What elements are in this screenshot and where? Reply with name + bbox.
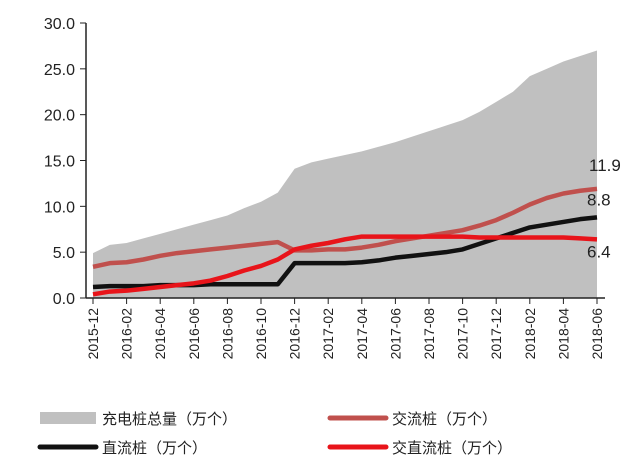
x-tick-label: 2016-10 — [253, 308, 269, 360]
y-tick-label: 25.0 — [44, 62, 75, 79]
data-label: 11.9 — [589, 156, 621, 175]
x-tick-label: 2016-12 — [287, 308, 303, 360]
y-tick-label: 15.0 — [44, 154, 75, 171]
y-tick-label: 30.0 — [44, 16, 75, 33]
x-tick-label: 2016-08 — [219, 308, 235, 360]
x-tick-label: 2017-04 — [354, 308, 370, 360]
x-tick-label: 2015-12 — [85, 308, 101, 360]
line-series-1 — [92, 186, 598, 270]
line-series-3 — [92, 234, 598, 297]
legend-swatch — [40, 412, 96, 424]
legend-label: 直流桩（万个） — [102, 439, 207, 457]
y-tick-label: 10.0 — [44, 199, 75, 216]
x-tick-label: 2017-02 — [320, 308, 336, 360]
area-series-total — [93, 50, 597, 298]
x-tick-label: 2018-02 — [522, 308, 538, 360]
x-tick-label: 2016-06 — [186, 308, 202, 360]
x-tick-label: 2017-06 — [387, 308, 403, 360]
x-tick-label: 2017-10 — [455, 308, 471, 360]
x-tick-label: 2016-04 — [152, 308, 168, 360]
legend-label: 交流桩（万个） — [392, 410, 497, 428]
x-tick-label: 2017-08 — [421, 308, 437, 360]
x-tick-label: 2018-04 — [555, 308, 571, 360]
data-label: 8.8 — [587, 190, 611, 209]
legend-label: 充电桩总量（万个） — [102, 410, 237, 428]
legend-label: 交直流桩（万个） — [392, 439, 512, 457]
data-label: 6.4 — [587, 242, 611, 261]
y-tick-label: 0.0 — [53, 291, 75, 308]
y-tick-label: 5.0 — [53, 245, 75, 262]
x-tick-label: 2016-02 — [119, 308, 135, 360]
x-tick-label: 2017-12 — [488, 308, 504, 360]
y-tick-label: 20.0 — [44, 108, 75, 125]
x-tick-label: 2018-06 — [589, 308, 605, 360]
